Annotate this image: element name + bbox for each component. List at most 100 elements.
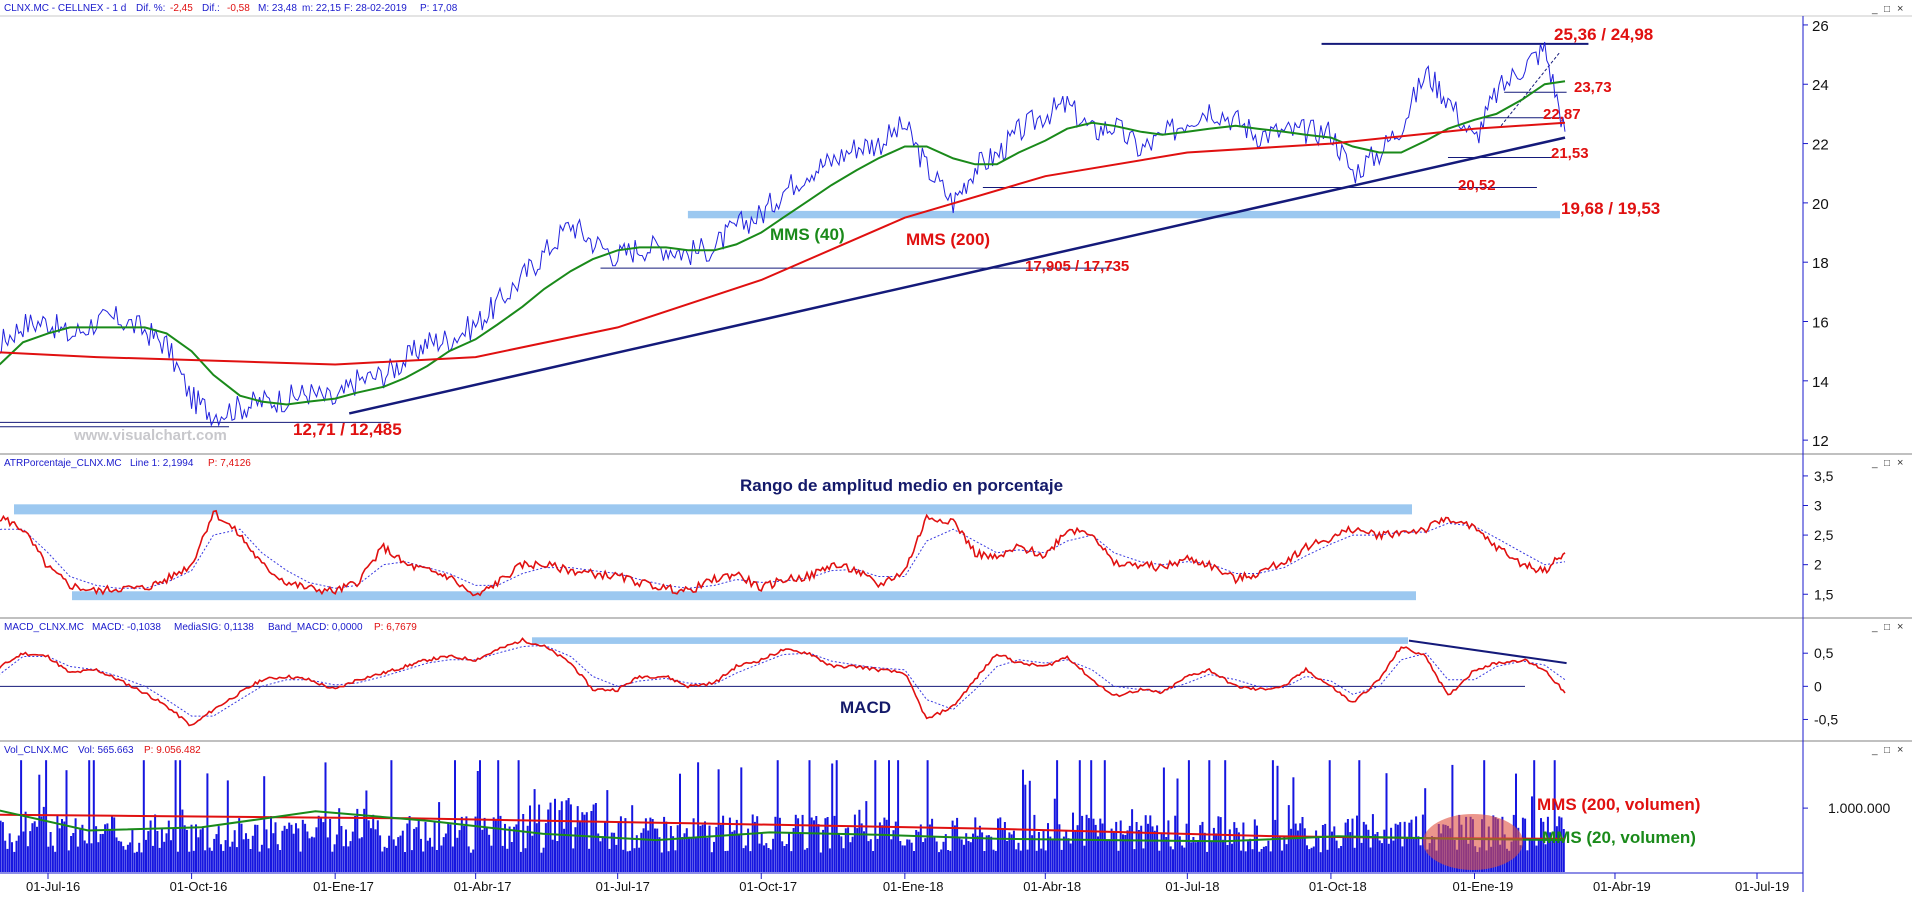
level-label-low: 12,71 / 12,485 [293,420,402,439]
volume-bar [717,769,720,872]
volume-bar [799,833,802,872]
volume-bar [49,832,52,872]
volume-bar [1399,822,1402,872]
volume-bar [488,834,491,872]
volume-bar [719,824,722,872]
volume-bar [165,833,168,872]
atr-ytick-label: 1,5 [1814,586,1834,602]
volume-bar [322,822,325,872]
atr-ytick-label: 3 [1814,498,1822,514]
volume-plot-area [0,760,1566,872]
volume-bar [245,833,247,872]
volume-bar [233,830,236,872]
volume-bar [724,851,727,872]
volume-bar [1387,843,1390,872]
volume-bar [629,850,631,872]
vol-close-button[interactable]: × [1897,744,1903,756]
volume-bar [1276,765,1279,872]
volume-bar [872,851,875,872]
atr-window-controls: _ □ × [1871,457,1903,469]
atr-maximize-button[interactable]: □ [1884,458,1890,469]
volume-bar [1074,831,1077,872]
volume-bar [67,850,70,872]
volume-bar [526,825,529,872]
volume-bar [892,830,895,872]
volume-bar [565,800,568,872]
xtick-label: 01-Oct-18 [1309,879,1367,892]
volume-bar [1124,835,1127,872]
price-series [0,41,1566,428]
volume-bar [429,837,431,872]
atr-minimize-button[interactable]: _ [1871,458,1878,469]
volume-bar [199,829,202,872]
volume-bar [649,817,652,872]
price-close-button[interactable]: × [1897,3,1903,15]
volume-bar [963,844,965,872]
volume-bar [828,848,831,872]
volume-bar [538,804,541,872]
volume-bar [1212,827,1215,872]
volume-bar [1353,847,1356,872]
volume-bar [72,833,75,872]
volume-bar [310,836,313,872]
volume-bar [267,848,270,872]
volume-bar [856,828,859,872]
volume-bar [1260,849,1263,872]
volume-bar [86,843,88,872]
volume-bar [33,821,36,872]
atr-close-button[interactable]: × [1897,457,1903,469]
volume-bar [1376,832,1379,872]
volume-bar [365,790,368,872]
mms200-series [0,121,1566,366]
volume-bar [901,845,904,872]
price-maximize-button[interactable]: □ [1884,4,1890,15]
volume-bar [249,849,252,872]
volume-bar [1142,848,1145,872]
volume-bar [922,842,925,872]
vol-minimize-button[interactable]: _ [1871,745,1878,756]
volume-bar [524,848,527,872]
vol-maximize-button[interactable]: □ [1884,745,1890,756]
volume-bar [111,815,113,872]
volume-bar [826,817,829,872]
volume-bar [1060,849,1063,872]
volume-bar [574,827,577,872]
macd-plot-area [0,637,1567,727]
volume-bar [1435,850,1438,872]
volume-bar [604,821,606,872]
volume-bar [242,839,245,872]
volume-bar [1299,823,1302,872]
volume-bar [1244,851,1247,872]
volume-bar [1537,839,1540,872]
volume-bar [399,835,402,872]
volume-bar [613,832,616,872]
volume-bar [6,848,9,872]
volume-bar [931,818,934,872]
volume-bar [1015,849,1018,872]
volume-bar [1328,760,1331,872]
volume-bar [715,826,718,872]
volume-bar [1051,839,1054,872]
volume-bar [420,838,422,872]
volume-panel: Vol_CLNX.MC Vol: 565.663 P: 9.056.482 1.… [0,744,1903,872]
volume-bar [1165,837,1168,872]
volume-bar [197,837,200,872]
volume-bar [131,829,134,872]
volume-bar [667,851,670,872]
macd-minimize-button[interactable]: _ [1871,622,1878,633]
volume-bar [731,831,734,872]
volume-bar [1192,837,1195,872]
price-ytick-label: 18 [1812,255,1829,272]
volume-bar [1374,834,1377,872]
volume-bar [1033,814,1036,872]
volume-bar [1533,760,1536,872]
volume-bar [831,763,834,872]
volume-bar [738,834,740,872]
volume-bar [1094,824,1097,872]
price-minimize-button[interactable]: _ [1871,4,1878,15]
macd-close-button[interactable]: × [1897,621,1903,633]
macd-maximize-button[interactable]: □ [1884,622,1890,633]
macd-series [0,637,1566,727]
volume-bar [54,851,57,872]
